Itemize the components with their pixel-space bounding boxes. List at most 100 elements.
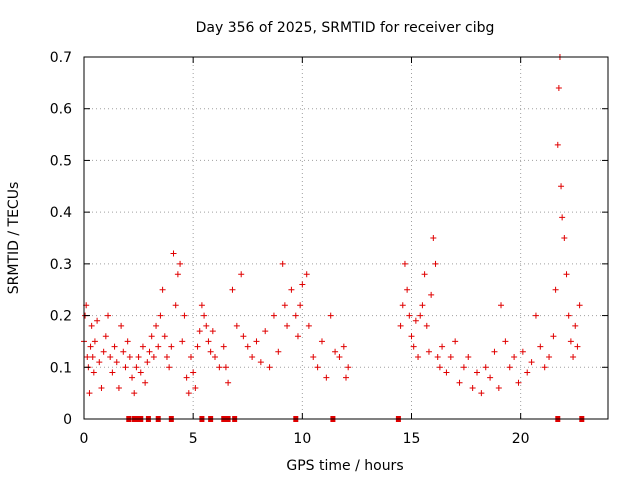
data-point: [561, 235, 568, 241]
data-point: [498, 302, 505, 309]
data-point: [299, 281, 306, 288]
data-point: [192, 384, 199, 391]
data-point: [279, 260, 286, 267]
data-point: [159, 286, 166, 293]
data-point: [323, 374, 330, 381]
data-point: [515, 379, 522, 386]
data-point: [554, 141, 561, 148]
data-point: [203, 322, 210, 329]
y-tick-label: 0.7: [50, 50, 72, 66]
data-point: [179, 338, 186, 345]
data-point: [257, 359, 264, 366]
data-point: [417, 312, 424, 319]
data-point: [185, 390, 192, 397]
data-point: [340, 343, 347, 350]
data-point: [430, 235, 437, 241]
data-point: [537, 343, 544, 350]
data-point: [86, 390, 93, 397]
data-point: [546, 353, 553, 360]
data-point: [174, 271, 181, 278]
y-tick-label: 0.1: [50, 360, 72, 376]
data-point: [519, 348, 526, 355]
data-point: [233, 322, 240, 329]
data-point: [126, 353, 133, 360]
data-point: [397, 322, 404, 329]
data-point: [452, 338, 459, 345]
data-point: [129, 374, 136, 381]
data-point: [155, 343, 162, 350]
data-point: [567, 338, 574, 345]
data-point: [240, 333, 247, 340]
x-tick-label: 0: [80, 431, 89, 447]
x-tick-label: 5: [189, 431, 198, 447]
data-point: [142, 379, 149, 386]
data-point: [399, 302, 406, 309]
data-point: [570, 353, 577, 360]
data-point: [122, 364, 129, 371]
data-point: [576, 302, 583, 309]
data-points: [81, 54, 583, 397]
data-point: [345, 364, 352, 371]
data-point: [432, 260, 439, 267]
data-point: [456, 379, 463, 386]
data-point: [187, 353, 194, 360]
data-point: [161, 333, 168, 340]
data-point: [120, 348, 127, 355]
data-point: [190, 369, 197, 376]
data-point: [216, 364, 223, 371]
data-point: [574, 343, 581, 350]
data-point: [105, 312, 112, 319]
data-point: [107, 353, 114, 360]
data-point: [423, 322, 430, 329]
data-point: [511, 353, 518, 360]
data-point: [408, 333, 415, 340]
plot-frame: [83, 56, 609, 420]
y-tick-label: 0.3: [50, 257, 72, 273]
data-point: [102, 333, 109, 340]
data-point: [220, 343, 227, 350]
data-point: [415, 353, 422, 360]
data-point: [541, 364, 548, 371]
y-tick-label: 0.4: [50, 205, 72, 221]
data-point: [183, 374, 190, 381]
y-tick-labels: 0 0.1 0.2 0.3 0.4 0.5 0.6 0.7: [50, 50, 72, 428]
data-point: [550, 333, 557, 340]
data-point: [253, 338, 260, 345]
data-point: [198, 302, 205, 309]
data-point: [532, 312, 539, 319]
data-point: [196, 328, 203, 335]
y-tick-label: 0: [63, 412, 72, 428]
data-point: [94, 317, 101, 324]
data-point: [478, 390, 485, 397]
data-point: [205, 338, 212, 345]
x-tick-label: 20: [512, 431, 530, 447]
x-tick-labels: 0 5 10 15 20: [80, 431, 530, 447]
data-point: [212, 353, 218, 360]
y-tick-label: 0.5: [50, 153, 72, 169]
data-point: [91, 338, 98, 345]
data-point: [474, 369, 480, 376]
data-point: [318, 338, 325, 345]
data-point: [327, 312, 334, 319]
data-point: [434, 353, 441, 360]
data-point: [524, 369, 531, 376]
data-point: [139, 343, 146, 350]
x-axis-label: GPS time / hours: [286, 458, 403, 474]
data-point: [281, 302, 288, 309]
data-point: [209, 328, 216, 335]
data-point: [404, 286, 411, 293]
data-point: [559, 214, 566, 221]
data-point: [270, 312, 277, 319]
data-point: [100, 348, 107, 355]
data-point: [90, 369, 97, 376]
data-point: [303, 271, 310, 278]
data-point: [96, 359, 103, 366]
data-point: [288, 286, 295, 293]
data-point: [343, 374, 349, 381]
data-point: [229, 286, 236, 293]
data-point: [460, 364, 467, 371]
data-point: [244, 343, 251, 350]
data-point: [207, 348, 214, 355]
data-point: [284, 322, 291, 329]
data-point: [469, 384, 476, 391]
